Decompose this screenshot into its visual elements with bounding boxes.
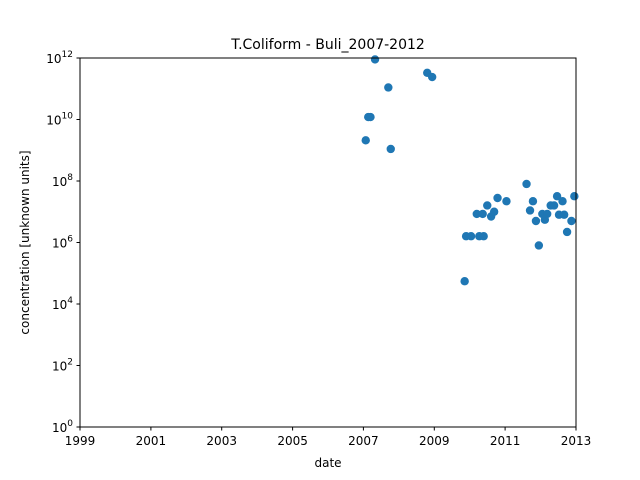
data-point xyxy=(384,83,393,92)
x-axis-ticks: 1999 2001 2003 2005 2007 2009 2011 2013 xyxy=(65,427,592,448)
data-point xyxy=(552,192,562,201)
data-point xyxy=(386,144,395,154)
data-point xyxy=(489,207,499,216)
y-tick-label: 102 xyxy=(52,358,73,374)
data-points xyxy=(361,55,579,286)
x-tick-label: 1999 xyxy=(65,434,96,448)
data-point xyxy=(366,112,375,122)
data-point xyxy=(528,197,538,206)
data-point xyxy=(534,241,544,250)
data-point xyxy=(361,136,370,145)
x-tick-label: 2011 xyxy=(490,434,521,448)
x-tick-label: 2005 xyxy=(277,434,308,448)
data-point xyxy=(542,209,552,219)
y-axis-title: concentration [unknown units] xyxy=(18,150,32,334)
data-point xyxy=(483,201,492,210)
chart-title: T.Coliform - Buli_2007-2012 xyxy=(230,37,425,53)
data-point xyxy=(478,209,487,219)
x-tick-label: 2007 xyxy=(348,434,379,448)
data-point xyxy=(460,277,469,286)
y-tick-label: 104 xyxy=(52,296,73,312)
data-point xyxy=(427,72,437,82)
data-point xyxy=(479,232,488,241)
y-tick-label: 1010 xyxy=(46,112,73,128)
data-point xyxy=(567,216,576,226)
y-tick-label: 108 xyxy=(52,173,73,189)
y-tick-label: 100 xyxy=(52,419,73,435)
data-point xyxy=(562,227,572,237)
data-point xyxy=(502,197,511,206)
y-axis-ticks: 100 102 104 106 108 1010 1012 xyxy=(46,50,80,435)
x-axis-title: date xyxy=(314,456,341,470)
data-point xyxy=(558,197,567,206)
data-point xyxy=(522,179,531,189)
data-point xyxy=(549,201,559,210)
data-point xyxy=(525,206,535,215)
x-tick-label: 2003 xyxy=(206,434,237,448)
data-point xyxy=(570,192,579,201)
y-tick-label: 106 xyxy=(52,235,73,251)
x-tick-label: 2001 xyxy=(136,434,167,448)
data-point xyxy=(370,55,380,64)
data-point xyxy=(559,210,569,219)
data-point xyxy=(531,216,541,226)
x-tick-label: 2009 xyxy=(419,434,450,448)
data-point xyxy=(472,209,481,219)
y-tick-label: 1012 xyxy=(46,50,73,66)
data-point xyxy=(466,232,476,241)
x-tick-label: 2013 xyxy=(561,434,592,448)
data-point xyxy=(493,193,502,203)
